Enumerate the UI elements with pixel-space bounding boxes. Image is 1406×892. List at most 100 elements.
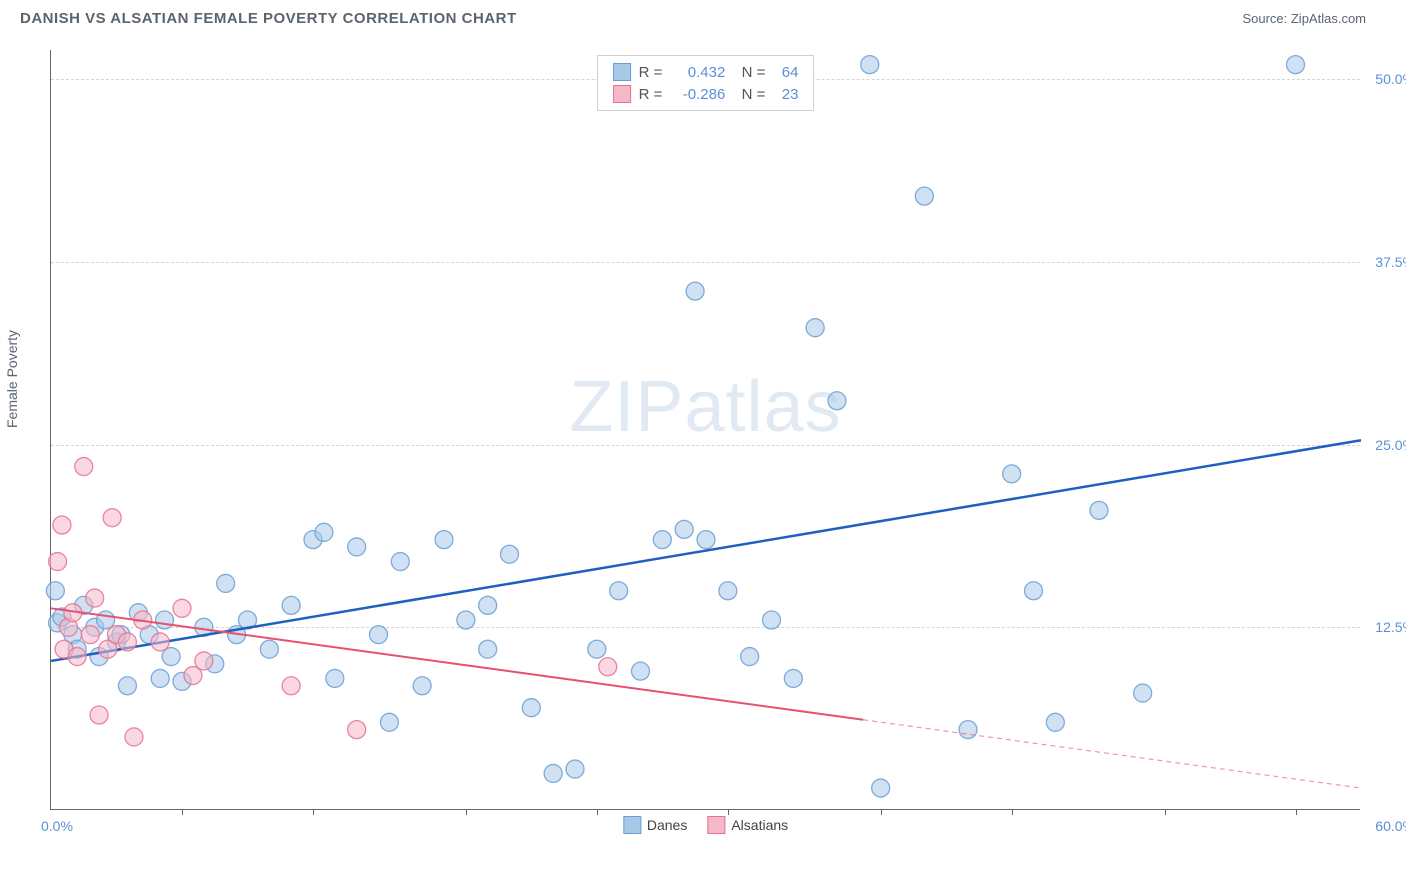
scatter-point xyxy=(566,760,584,778)
x-tick xyxy=(1012,809,1013,815)
scatter-point xyxy=(81,626,99,644)
scatter-point xyxy=(125,728,143,746)
legend-label: Danes xyxy=(647,817,687,833)
x-axis-max-label: 60.0% xyxy=(1375,818,1406,834)
y-tick-label: 50.0% xyxy=(1375,71,1406,87)
scatter-point xyxy=(103,509,121,527)
chart-header: DANISH VS ALSATIAN FEMALE POVERTY CORREL… xyxy=(0,0,1406,37)
scatter-point xyxy=(763,611,781,629)
scatter-point xyxy=(68,648,86,666)
scatter-point xyxy=(156,611,174,629)
scatter-point xyxy=(195,652,213,670)
legend-item: Danes xyxy=(623,816,687,834)
scatter-point xyxy=(151,669,169,687)
scatter-point xyxy=(784,669,802,687)
scatter-point xyxy=(151,633,169,651)
series-legend: Danes Alsatians xyxy=(623,816,788,834)
scatter-point xyxy=(959,721,977,739)
x-tick xyxy=(597,809,598,815)
scatter-point xyxy=(501,545,519,563)
scatter-point xyxy=(315,523,333,541)
scatter-point xyxy=(53,516,71,534)
scatter-point xyxy=(544,764,562,782)
scatter-point xyxy=(686,282,704,300)
legend-swatch xyxy=(613,85,631,103)
scatter-point xyxy=(806,319,824,337)
scatter-point xyxy=(435,531,453,549)
scatter-point xyxy=(1134,684,1152,702)
scatter-point xyxy=(348,721,366,739)
x-tick xyxy=(881,809,882,815)
scatter-point xyxy=(391,553,409,571)
scatter-point xyxy=(86,589,104,607)
x-tick xyxy=(1296,809,1297,815)
stat-r-label: R = xyxy=(639,64,663,81)
x-axis-min-label: 0.0% xyxy=(41,818,73,834)
scatter-plot xyxy=(51,50,1360,809)
scatter-point xyxy=(861,56,879,74)
scatter-point xyxy=(479,596,497,614)
scatter-point xyxy=(260,640,278,658)
scatter-point xyxy=(173,599,191,617)
x-tick xyxy=(313,809,314,815)
scatter-point xyxy=(588,640,606,658)
legend-swatch xyxy=(623,816,641,834)
stat-n-label: N = xyxy=(733,86,765,103)
scatter-point xyxy=(872,779,890,797)
scatter-point xyxy=(370,626,388,644)
trend-line xyxy=(51,440,1361,661)
scatter-point xyxy=(326,669,344,687)
stat-n-value: 23 xyxy=(773,86,798,103)
y-tick-label: 37.5% xyxy=(1375,254,1406,270)
trend-line-extrapolated xyxy=(863,720,1361,788)
scatter-point xyxy=(282,677,300,695)
scatter-point xyxy=(217,574,235,592)
scatter-point xyxy=(282,596,300,614)
chart-title: DANISH VS ALSATIAN FEMALE POVERTY CORREL… xyxy=(20,10,517,27)
x-tick xyxy=(728,809,729,815)
x-tick xyxy=(1165,809,1166,815)
y-tick-label: 12.5% xyxy=(1375,619,1406,635)
x-tick xyxy=(466,809,467,815)
scatter-point xyxy=(49,553,67,571)
stat-r-value: -0.286 xyxy=(670,86,725,103)
scatter-point xyxy=(479,640,497,658)
stat-r-label: R = xyxy=(639,86,663,103)
scatter-point xyxy=(348,538,366,556)
stat-r-value: 0.432 xyxy=(670,64,725,81)
scatter-point xyxy=(1287,56,1305,74)
y-tick-label: 25.0% xyxy=(1375,437,1406,453)
scatter-point xyxy=(632,662,650,680)
scatter-point xyxy=(1003,465,1021,483)
legend-label: Alsatians xyxy=(731,817,788,833)
stat-n-label: N = xyxy=(733,64,765,81)
scatter-point xyxy=(599,658,617,676)
stats-legend-row: R = 0.432 N = 64 xyxy=(613,61,799,83)
scatter-point xyxy=(1090,501,1108,519)
scatter-point xyxy=(610,582,628,600)
scatter-point xyxy=(653,531,671,549)
correlation-stats-legend: R = 0.432 N = 64R = -0.286 N = 23 xyxy=(597,55,815,111)
scatter-point xyxy=(457,611,475,629)
stat-n-value: 64 xyxy=(773,64,798,81)
legend-swatch xyxy=(613,63,631,81)
scatter-point xyxy=(380,713,398,731)
legend-swatch xyxy=(707,816,725,834)
scatter-point xyxy=(697,531,715,549)
scatter-point xyxy=(741,648,759,666)
scatter-point xyxy=(828,392,846,410)
chart-source: Source: ZipAtlas.com xyxy=(1242,11,1366,26)
x-tick xyxy=(182,809,183,815)
scatter-point xyxy=(522,699,540,717)
scatter-point xyxy=(1025,582,1043,600)
stats-legend-row: R = -0.286 N = 23 xyxy=(613,83,799,105)
scatter-point xyxy=(118,677,136,695)
chart-area: ZIPatlas 12.5%25.0%37.5%50.0% R = 0.432 … xyxy=(50,50,1360,810)
scatter-point xyxy=(75,458,93,476)
scatter-point xyxy=(413,677,431,695)
scatter-point xyxy=(90,706,108,724)
scatter-point xyxy=(1046,713,1064,731)
legend-item: Alsatians xyxy=(707,816,788,834)
scatter-point xyxy=(118,633,136,651)
scatter-point xyxy=(46,582,64,600)
